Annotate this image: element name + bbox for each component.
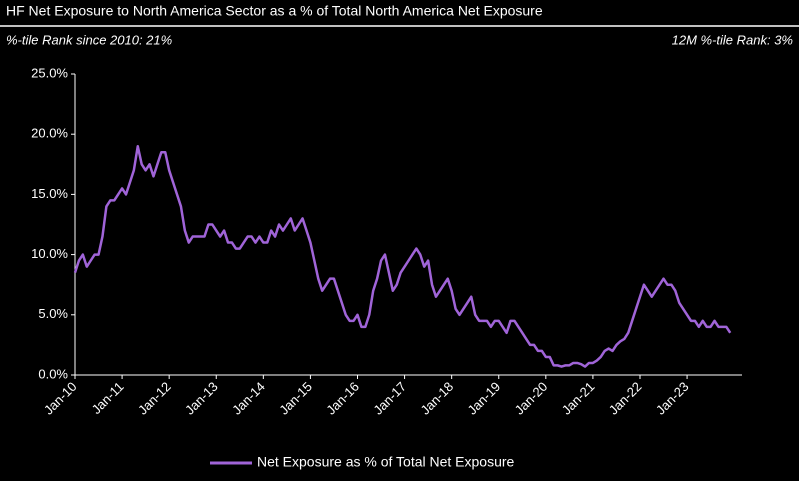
- data-line: [73, 144, 732, 368]
- y-tick-label: 15.0%: [31, 186, 68, 201]
- y-tick-label: 5.0%: [38, 306, 68, 321]
- subtitle-left: %-tile Rank since 2010: 21%: [6, 32, 172, 47]
- y-tick-label: 0.0%: [38, 366, 68, 381]
- y-tick-label: 20.0%: [31, 126, 68, 141]
- chart-title: HF Net Exposure to North America Sector …: [6, 3, 543, 19]
- subtitle-right: 12M %-tile Rank: 3%: [672, 32, 793, 47]
- legend-label: Net Exposure as % of Total Net Exposure: [257, 454, 515, 470]
- y-tick-label: 25.0%: [31, 65, 68, 80]
- y-tick-label: 10.0%: [31, 246, 68, 261]
